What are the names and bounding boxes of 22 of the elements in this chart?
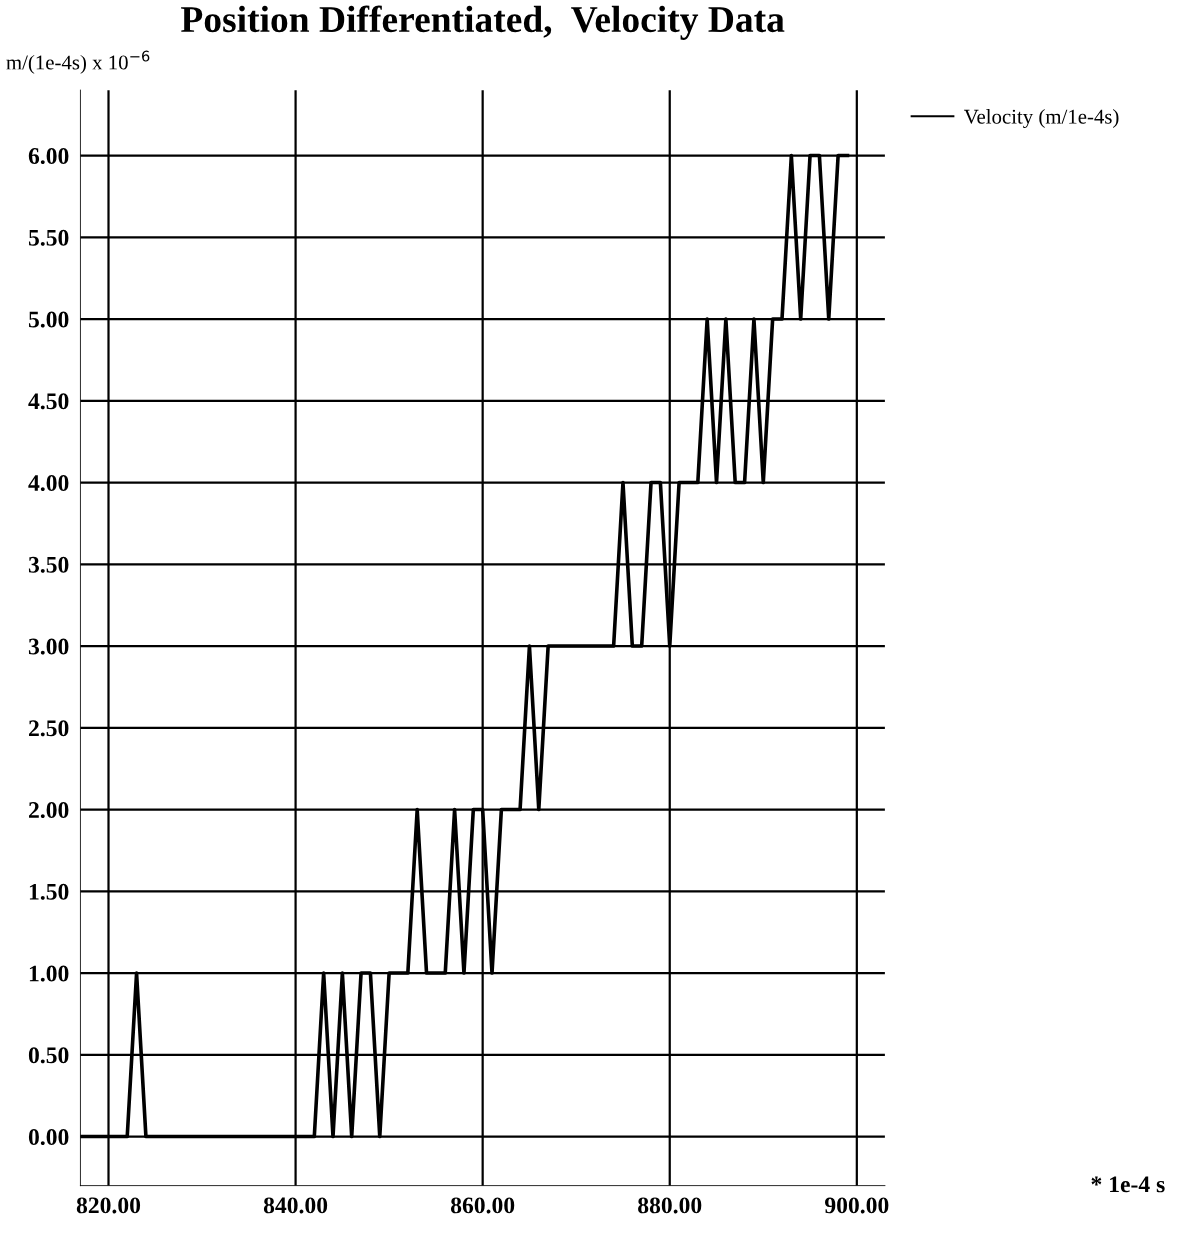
y-tick-label: 1.00 [29,965,69,982]
text: * 1e-4 s [1091,1176,1165,1193]
y-tick-label: 2.00 [29,802,69,819]
y-tick-label: 3.00 [28,638,69,655]
y-tick-label: 0.00 [28,1129,69,1146]
y-tick-label: 5.00 [28,311,69,328]
x-tick-label: 820.00 [76,1197,141,1214]
x-tick-label: 880.00 [638,1197,702,1214]
y-tick-label: 6.00 [28,148,69,165]
y-tick-label: 4.50 [28,393,69,410]
chart-title: Position Differentiated, Velocity Data [181,5,785,40]
y-tick-label: 5.50 [28,229,69,246]
legend-label: Velocity (m/1e-4s) [964,109,1119,128]
x-tick-label: 900.00 [825,1197,889,1214]
y-tick-label: 0.50 [28,1047,69,1064]
y-tick-label: 3.50 [28,556,69,573]
y-tick-label: 4.00 [28,475,69,492]
y-tick-label: 2.50 [29,720,69,737]
x-tick-label: 860.00 [450,1197,515,1214]
y-tick-label: 1.50 [29,883,69,900]
x-tick-label: 840.00 [263,1197,328,1214]
y-axis-title: m/(1e-4s) x 10$^{−6}$ [6,50,150,74]
